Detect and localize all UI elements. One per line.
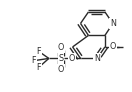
Text: F: F <box>37 63 41 72</box>
Text: N: N <box>94 54 100 63</box>
Text: O: O <box>58 43 64 52</box>
Text: F: F <box>31 56 36 65</box>
Text: O: O <box>110 42 116 51</box>
Text: O: O <box>69 54 75 63</box>
Text: N: N <box>110 19 116 28</box>
Text: O: O <box>58 64 64 74</box>
Text: S: S <box>58 54 63 63</box>
Text: F: F <box>37 47 41 56</box>
